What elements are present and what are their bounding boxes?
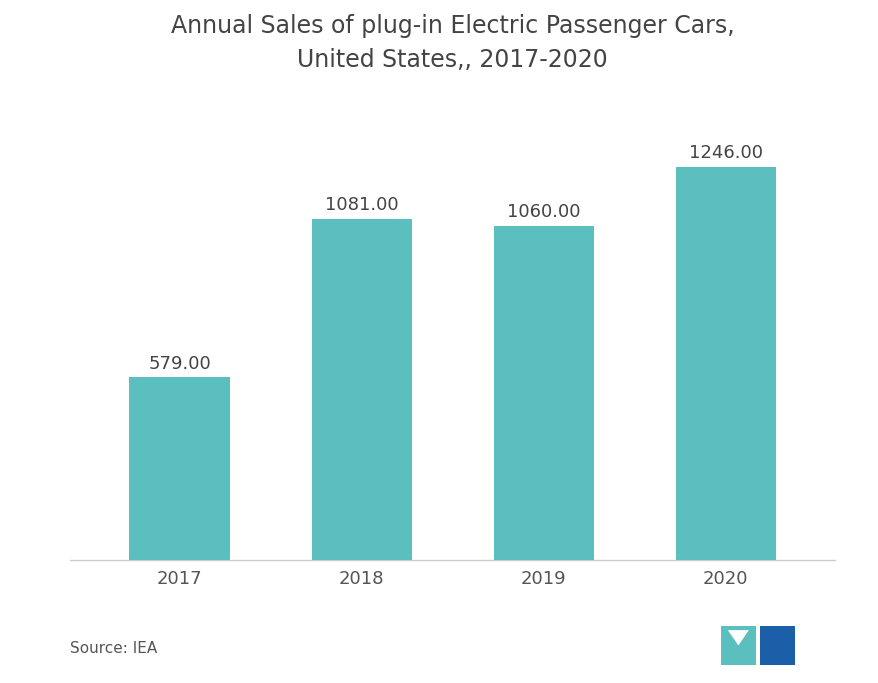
- Title: Annual Sales of plug-in Electric Passenger Cars,
United States,, 2017-2020: Annual Sales of plug-in Electric Passeng…: [170, 14, 734, 72]
- Polygon shape: [720, 626, 755, 665]
- Bar: [311, 219, 411, 560]
- Bar: [129, 377, 229, 560]
- Polygon shape: [759, 626, 795, 665]
- Bar: [493, 225, 594, 560]
- Text: 1060.00: 1060.00: [507, 203, 579, 221]
- Text: 579.00: 579.00: [148, 354, 211, 373]
- Text: 1081.00: 1081.00: [325, 196, 398, 214]
- Text: Source: IEA: Source: IEA: [70, 641, 157, 656]
- Text: 1246.00: 1246.00: [688, 144, 762, 162]
- Bar: [675, 167, 775, 560]
- Polygon shape: [727, 630, 748, 645]
